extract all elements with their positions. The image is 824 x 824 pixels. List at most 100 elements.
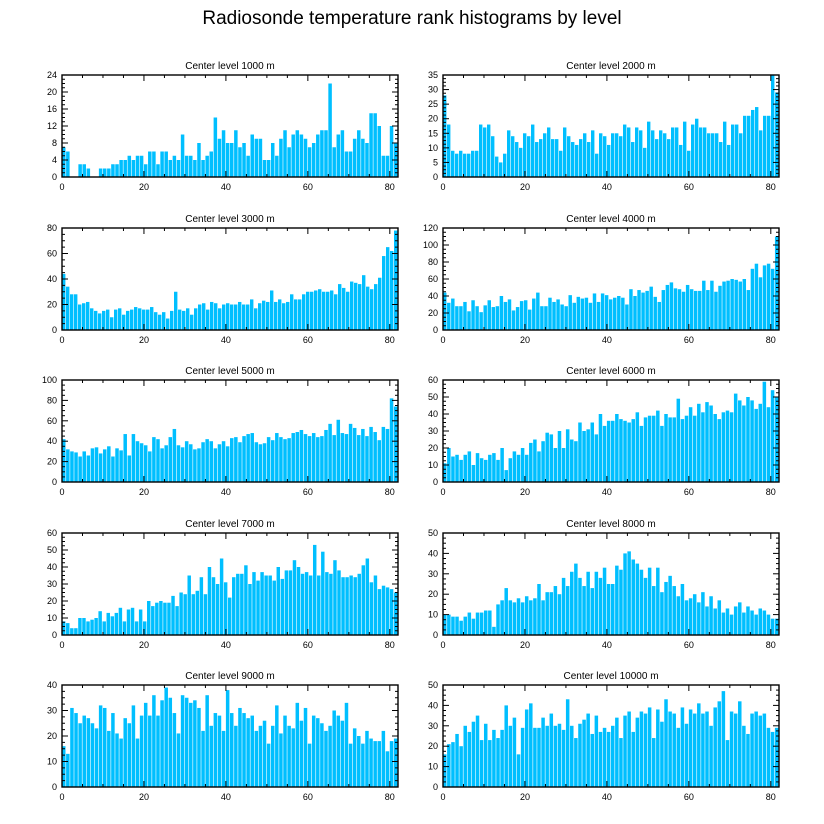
y-tick-label: 0 [52,630,57,640]
bar [78,456,82,482]
bar [160,448,164,482]
bar [495,156,499,177]
bar [292,560,297,635]
bar [254,308,258,330]
bar [325,572,329,635]
bar [488,454,492,482]
bar [127,155,132,177]
bar [66,449,70,482]
bar [172,713,177,787]
bar [102,168,107,177]
bar [559,150,563,177]
bar [244,565,248,635]
y-tick-label: 60 [47,249,57,259]
bar [508,600,513,635]
bar [500,729,504,787]
bar [206,309,210,330]
bar [553,725,558,787]
bar [679,144,683,177]
bar [709,725,713,787]
bar [361,428,365,482]
bar [175,606,179,635]
bar [639,425,644,482]
x-tick-label: 0 [59,182,64,192]
bar [507,299,512,330]
bar [483,723,488,787]
bar [557,723,562,787]
bar [455,733,459,787]
bar [344,434,349,482]
bar [576,296,581,330]
bar [762,265,767,330]
bar [746,606,750,635]
bar [520,727,525,787]
bar [572,302,576,330]
x-tick-label: 40 [602,487,612,497]
bar [189,155,193,177]
bar [283,715,287,787]
bar [549,592,554,635]
bar [138,308,142,330]
bar [78,304,82,330]
bar [298,299,302,330]
bar [467,451,472,482]
bar [238,707,242,787]
bar [500,448,504,482]
bar [320,130,324,177]
bar [130,309,134,330]
bar [357,573,361,635]
bar [582,719,586,787]
bar [531,124,535,177]
bar [713,707,717,787]
bar [262,300,266,330]
bar [214,303,218,330]
bar [119,450,123,482]
bar [492,453,496,482]
bar [504,470,508,482]
x-tick-label: 0 [440,335,445,345]
bar [548,297,552,330]
y-tick-label: 60 [47,528,57,538]
bar [574,738,578,787]
bar [479,312,483,330]
bar [684,723,689,787]
bar [709,405,713,482]
bar [193,700,197,787]
y-tick-label: 60 [47,416,57,426]
bar [523,133,527,177]
bar [560,304,564,330]
bar [698,290,702,330]
bar [187,575,191,635]
bar [553,586,558,635]
bar [250,433,254,482]
bar [447,614,451,635]
bar [268,575,272,635]
bar [66,623,70,635]
bar [692,415,697,482]
bar [613,297,617,330]
bar [219,558,224,635]
bar [264,575,268,635]
bar [184,441,189,482]
bar [193,160,197,177]
bar [78,723,82,787]
bar [663,133,667,177]
bar [361,565,366,635]
bar [225,690,230,787]
x-tick-label: 40 [221,335,231,345]
bar [311,433,316,482]
bar [459,150,463,177]
bar [565,586,570,635]
bar [555,139,559,177]
bar [266,743,271,787]
bar [114,612,119,635]
bar [631,731,635,787]
bar [447,302,451,330]
bar [676,596,681,635]
y-tick-label: 40 [428,700,438,710]
bar [207,567,212,635]
bar [664,581,668,635]
panel-title: Center level 8000 m [566,519,656,530]
bar [324,730,328,787]
bar [487,124,491,177]
